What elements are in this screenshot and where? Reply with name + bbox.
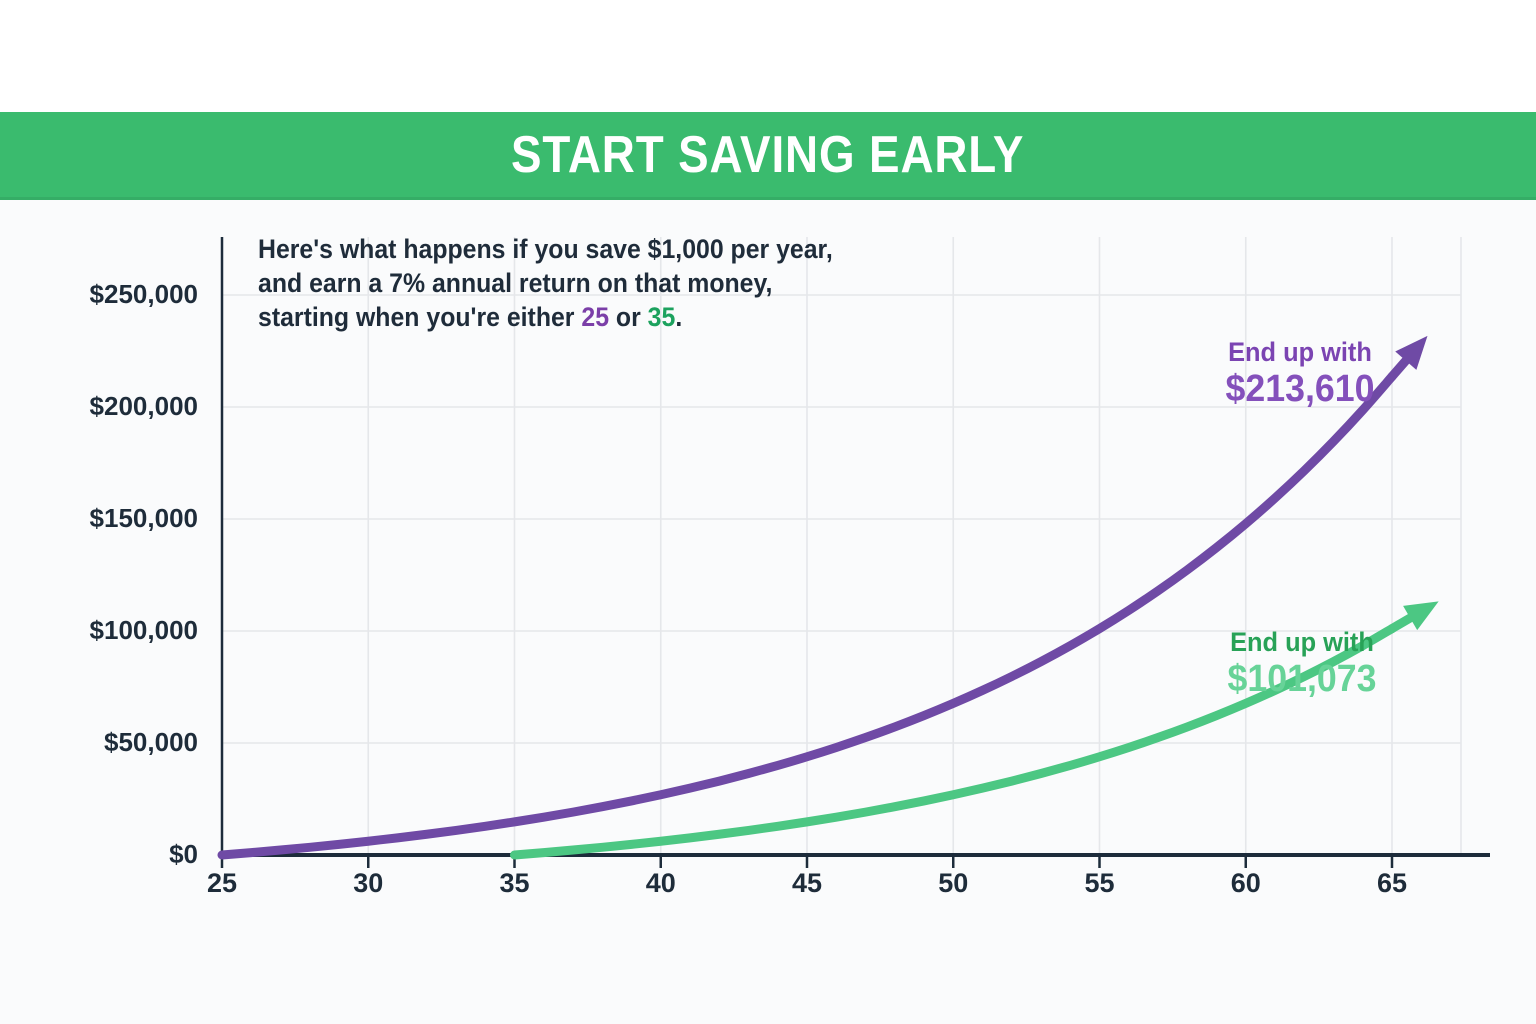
series-arrow-shaft [1387, 613, 1416, 634]
banner: START SAVING EARLY [0, 112, 1536, 200]
series-arrowhead [1403, 601, 1439, 631]
chart-background [0, 197, 1536, 1024]
series-curve [217, 372, 1397, 860]
series-arrowhead [1395, 335, 1428, 370]
series-curve [510, 624, 1397, 860]
page-title: START SAVING EARLY [511, 125, 1025, 184]
series-arrow-shaft [1387, 355, 1411, 382]
